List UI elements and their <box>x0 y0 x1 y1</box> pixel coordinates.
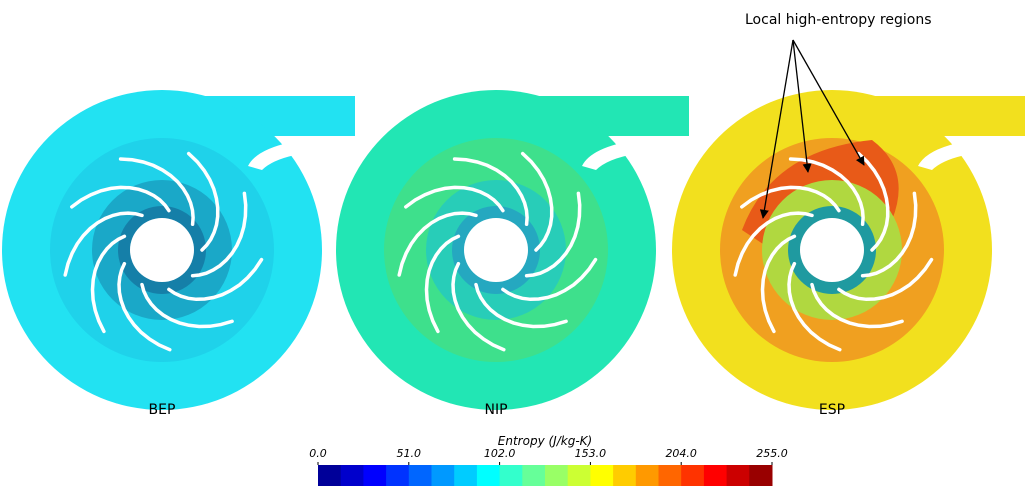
colorbar-tick-label: 204.0 <box>665 447 697 460</box>
blade <box>63 211 144 277</box>
colorbar-tick-label: 153.0 <box>575 447 607 460</box>
blade <box>90 234 127 334</box>
blade <box>520 151 554 252</box>
colorbar-step <box>363 465 387 486</box>
colorbar-step <box>499 465 523 486</box>
pump: BEP <box>2 90 355 418</box>
blade <box>186 151 220 252</box>
tongue <box>582 136 689 170</box>
panel-label: BEP <box>149 402 176 418</box>
blade <box>118 157 195 227</box>
blade <box>190 191 248 278</box>
colorbar-step <box>613 465 637 486</box>
colorbar-step <box>408 465 432 486</box>
hub <box>464 218 528 282</box>
pump: NIP <box>336 90 689 418</box>
blade <box>810 282 904 329</box>
blade <box>733 211 814 277</box>
colorbar-step <box>749 465 773 486</box>
colorbar-step <box>386 465 410 486</box>
blade <box>474 282 568 329</box>
tongue <box>918 136 1025 170</box>
colorbar-step <box>431 465 455 486</box>
tongue <box>248 136 355 170</box>
hub <box>800 218 864 282</box>
colorbar-step <box>590 465 614 486</box>
blade <box>788 157 865 227</box>
colorbar-step <box>703 465 728 486</box>
panel-label: ESP <box>819 402 845 418</box>
blade <box>837 257 934 302</box>
hub <box>130 218 194 282</box>
blade <box>501 257 598 302</box>
blade <box>70 185 171 213</box>
colorbar-title: Entropy (J/kg-K) <box>498 434 592 448</box>
blade <box>167 257 264 302</box>
blade <box>524 191 582 278</box>
pump: ESP <box>672 90 1025 418</box>
blade <box>787 261 842 352</box>
blade <box>451 261 506 352</box>
annotation: Local high-entropy regions <box>745 12 932 28</box>
colorbar-step <box>635 465 659 486</box>
blade <box>452 157 529 227</box>
colorbar-step <box>658 465 682 486</box>
annotation-arrows <box>759 39 865 219</box>
colorbar-tick-label: 51.0 <box>397 447 422 460</box>
colorbar-step <box>567 465 591 486</box>
colorbar-step <box>476 465 501 486</box>
blade <box>424 234 461 334</box>
colorbar-tick-label: 255.0 <box>756 447 788 460</box>
colorbar-step <box>454 465 478 486</box>
colorbar-step <box>340 465 364 486</box>
colorbar-step <box>681 465 705 486</box>
blade <box>140 282 234 329</box>
blade <box>397 211 478 277</box>
colorbar-step <box>726 465 750 486</box>
panel-label: NIP <box>484 402 507 418</box>
blade <box>117 261 172 352</box>
blade <box>404 185 505 213</box>
colorbar-tick-label: 0.0 <box>309 447 327 460</box>
colorbar-step <box>545 465 569 486</box>
colorbar-step <box>522 465 546 486</box>
colorbar-step <box>318 465 342 486</box>
blade <box>740 185 841 213</box>
blade <box>856 151 890 252</box>
blade <box>760 234 797 334</box>
colorbar-tick-label: 102.0 <box>484 447 516 460</box>
blade <box>860 191 918 278</box>
